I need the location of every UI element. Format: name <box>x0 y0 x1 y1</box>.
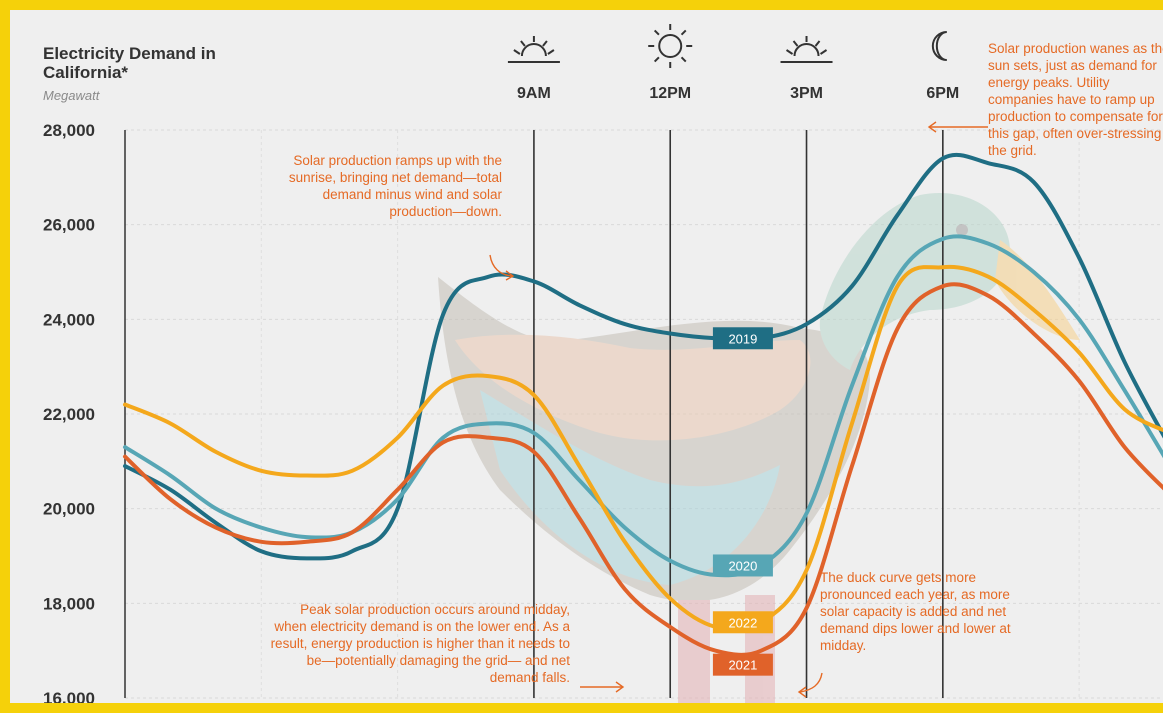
sun-icon <box>648 24 693 68</box>
series-label-text: 2021 <box>728 658 757 673</box>
sunset-icon <box>780 36 833 63</box>
y-tick-label: 16,000 <box>43 689 95 703</box>
series-line-2019 <box>123 152 1163 561</box>
sunrise-icon-ray <box>542 40 548 47</box>
annotation-duck-curve: The duck curve gets more pronounced each… <box>820 570 1011 653</box>
series-label-box <box>712 554 773 577</box>
annotation-arrows <box>489 121 988 698</box>
series-label-text: 2019 <box>728 331 757 346</box>
duck-illustration <box>438 193 1080 703</box>
units-label: Megawatt <box>43 88 100 103</box>
sunrise-icon-ray <box>814 40 821 47</box>
series-label-text: 2020 <box>728 558 757 573</box>
time-markers: 9AM 12PM 3PM 6PM <box>507 24 959 102</box>
annotation-evening: Solar production wanes as the sun sets, … <box>988 41 1163 158</box>
y-tick-label: 22,000 <box>43 405 95 424</box>
time-marker-lines <box>533 130 944 698</box>
time-marker-label: 6PM <box>926 85 959 102</box>
duck-curve-chart: 16,000 18,000 20,000 22,000 24,000 26,000 28,0… <box>43 24 1163 703</box>
sunrise-icon <box>507 36 560 63</box>
duck-leg-shape <box>678 600 710 703</box>
time-marker-label: 3PM <box>790 85 823 102</box>
duck-beak-shape <box>995 240 1080 340</box>
sunrise-icon-arc <box>520 43 547 57</box>
sun-icon-ray <box>680 29 687 36</box>
duck-belly-shape <box>480 390 780 585</box>
chart-frame: 16,000 18,000 20,000 22,000 24,000 26,000 28,0… <box>10 10 1163 703</box>
y-tick-label: 20,000 <box>43 500 95 519</box>
arrow-morning-head <box>505 270 515 281</box>
annotation-midday: Peak solar production occurs around midd… <box>270 602 570 685</box>
arrow-morning <box>489 254 513 277</box>
annotation-morning: Solar production ramps up with the sunri… <box>288 153 502 219</box>
sunrise-icon-ray <box>547 49 555 55</box>
moon-icon-crescent <box>931 31 947 61</box>
y-tick-label: 28,000 <box>43 121 95 140</box>
y-tick-label: 26,000 <box>43 216 95 235</box>
series-line-2022 <box>123 264 1163 632</box>
series-labels: 2019 2020 2021 2022 <box>712 327 773 676</box>
sunrise-icon-arc <box>793 43 820 57</box>
y-tick-label: 24,000 <box>43 310 95 329</box>
sunrise-icon-ray <box>792 40 799 47</box>
arrow-duck-head <box>797 686 807 698</box>
sun-icon-ray <box>680 56 687 63</box>
sunrise-icon-ray <box>520 40 526 47</box>
series-label-box <box>712 611 773 634</box>
series-label-text: 2022 <box>728 615 757 630</box>
arrow-duck <box>799 672 823 693</box>
series-lines <box>123 152 1163 657</box>
sun-icon-disc <box>658 34 683 58</box>
series-line-2020 <box>123 234 1163 578</box>
sunrise-icon-ray <box>513 49 521 55</box>
y-axis: 16,000 18,000 20,000 22,000 24,000 26,000 28,0… <box>43 121 126 703</box>
duck-wing-shape <box>455 334 811 441</box>
chart-title: Electricity Demand in California* <box>43 44 216 82</box>
y-tick-label: 18,000 <box>43 594 95 613</box>
time-marker-label: 12PM <box>649 85 691 102</box>
sunrise-icon-ray <box>819 49 828 55</box>
time-marker-label: 9AM <box>517 85 551 102</box>
series-label-box <box>712 327 773 350</box>
duck-eye <box>956 224 968 236</box>
duck-head-shape <box>819 193 1010 370</box>
arrow-evening-head <box>927 121 937 133</box>
sun-icon-ray <box>653 56 660 63</box>
series-label-box <box>712 653 773 676</box>
sun-icon-ray <box>653 29 660 36</box>
arrow-midday-head <box>615 681 625 693</box>
series-line-2021 <box>123 282 1163 657</box>
moon-icon <box>931 31 947 61</box>
sunrise-icon-ray <box>785 49 794 55</box>
